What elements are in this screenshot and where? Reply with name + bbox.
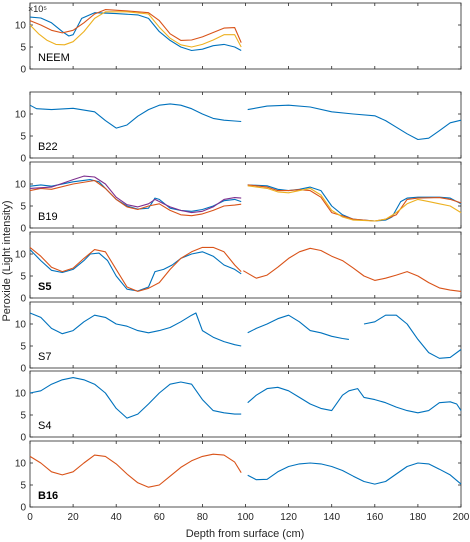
series-line-s4-0-0 xyxy=(29,377,242,419)
x-tick-label: 40 xyxy=(111,512,123,523)
panel-frame xyxy=(29,370,462,438)
series-line-b19-2-0 xyxy=(29,175,242,214)
series-line-s7-0-1 xyxy=(247,314,349,340)
y-exponent-label: ×10⁵ xyxy=(28,4,47,14)
panel-frame xyxy=(29,231,462,299)
y-tick-label: 10 xyxy=(15,459,27,470)
panel-s5: 0 5 10 S5 xyxy=(15,231,462,305)
y-tick-label: 0 xyxy=(20,433,26,444)
y-tick-label: 5 xyxy=(20,272,26,283)
panel-neem: 0 5 10 NEEM xyxy=(15,2,462,76)
x-tick-label: 20 xyxy=(68,512,80,523)
panel-label: S4 xyxy=(38,420,51,432)
series-line-b19-1-1 xyxy=(247,184,462,222)
y-tick-label: 0 xyxy=(20,364,26,375)
panel-frame xyxy=(29,301,462,369)
panel-label: B19 xyxy=(38,211,58,223)
series-line-s4-0-1 xyxy=(247,386,462,414)
y-tick-label: 5 xyxy=(20,342,26,353)
y-tick-label: 10 xyxy=(15,320,27,331)
panel-frame xyxy=(29,91,462,159)
panel-b19: 0 5 10 B19 xyxy=(15,161,462,235)
x-tick-label: 200 xyxy=(453,512,470,523)
y-tick-label: 10 xyxy=(15,110,27,121)
panels-layer: 0 5 10 NEEM 0 5 10 B22 0 5 10 B19 0 5 10 S5 0 5 10 S7 0 5 10 S4… xyxy=(15,2,462,514)
series-line-b19-3-0 xyxy=(247,185,462,222)
y-tick-label: 0 xyxy=(20,154,26,165)
series-line-s5-1-0 xyxy=(29,246,242,292)
series-line-b19-1-0 xyxy=(29,179,242,217)
series-line-s7-0-0 xyxy=(29,312,242,347)
y-tick-label: 5 xyxy=(20,481,26,492)
panel-label: S7 xyxy=(38,351,51,363)
x-tick-label: 120 xyxy=(280,512,297,523)
y-tick-label: 0 xyxy=(20,224,26,235)
series-line-s5-1-1 xyxy=(243,247,462,292)
x-tick-label: 0 xyxy=(27,512,33,523)
panel-frame xyxy=(29,440,462,508)
panel-b22: 0 5 10 B22 xyxy=(15,91,462,165)
x-axis-label: Depth from surface (cm) xyxy=(186,528,305,540)
y-tick-label: 0 xyxy=(20,294,26,305)
y-tick-label: 0 xyxy=(20,65,26,76)
y-tick-label: 5 xyxy=(20,202,26,213)
series-line-b22-0-1 xyxy=(247,104,462,141)
panel-b16: 0 5 10 B16 xyxy=(15,440,462,514)
y-axis-label: Peroxide (Light intensity) xyxy=(1,200,13,321)
y-tick-label: 5 xyxy=(20,411,26,422)
x-axis: 0 20 40 60 80 100 120 140 160 180 200 xyxy=(27,512,470,523)
panel-label: NEEM xyxy=(38,52,70,64)
panel-s4: 0 5 10 S4 xyxy=(15,370,462,444)
x-tick-label: 100 xyxy=(237,512,254,523)
series-line-b16-0-0 xyxy=(29,453,242,488)
series-line-b22-0-0 xyxy=(29,103,242,129)
y-tick-label: 10 xyxy=(15,180,27,191)
x-tick-label: 160 xyxy=(366,512,383,523)
x-tick-label: 60 xyxy=(154,512,166,523)
series-line-s7-0-2 xyxy=(363,314,462,359)
panel-label: S5 xyxy=(38,281,51,293)
panel-s7: 0 5 10 S7 xyxy=(15,301,462,375)
y-tick-label: 10 xyxy=(15,389,27,400)
y-tick-label: 10 xyxy=(15,250,27,261)
y-tick-label: 0 xyxy=(20,503,26,514)
x-tick-label: 80 xyxy=(197,512,209,523)
series-line-b19-0-0 xyxy=(29,179,242,212)
panel-label: B16 xyxy=(38,490,58,502)
series-line-neem-2-0 xyxy=(29,11,242,48)
y-tick-label: 5 xyxy=(20,132,26,143)
panel-frame xyxy=(29,161,462,229)
y-tick-label: 5 xyxy=(20,43,26,54)
panel-label: B22 xyxy=(38,141,58,153)
series-line-neem-1-0 xyxy=(29,9,242,43)
series-line-b16-1-0 xyxy=(247,462,462,485)
y-tick-label: 10 xyxy=(15,21,27,32)
x-tick-label: 180 xyxy=(410,512,427,523)
x-tick-label: 140 xyxy=(323,512,340,523)
